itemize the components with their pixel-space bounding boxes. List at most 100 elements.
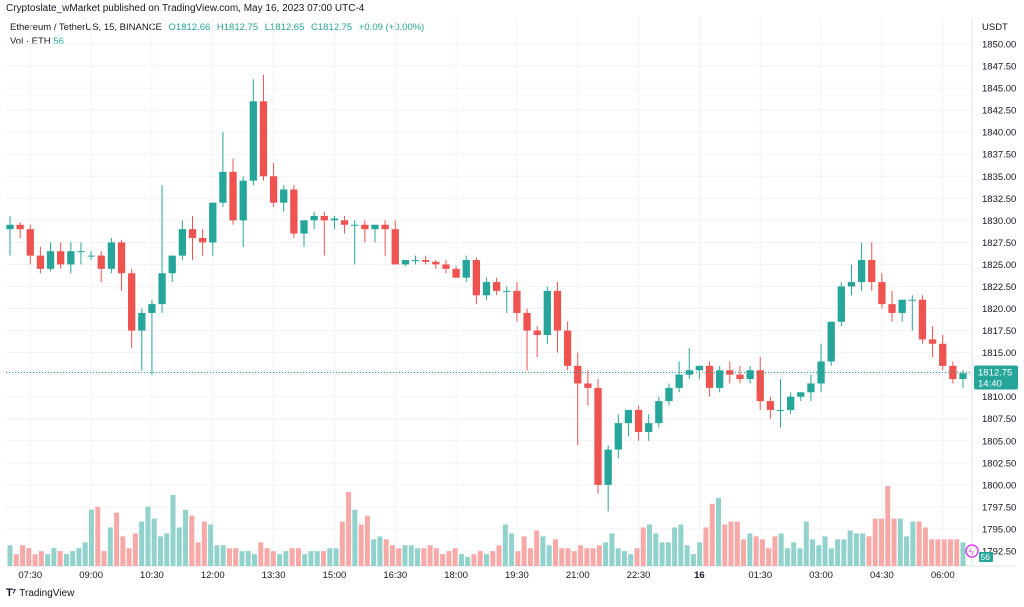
candle-body <box>837 286 845 322</box>
volume-bar <box>759 539 765 566</box>
volume-bar <box>371 539 377 566</box>
ohlc-open: O1812.66 <box>168 22 211 33</box>
candle-body <box>634 409 643 432</box>
candle-body <box>503 290 511 292</box>
volume-bar <box>20 545 26 566</box>
volume-bar <box>596 545 602 566</box>
candle-body <box>77 251 85 253</box>
volume-bar <box>866 536 872 566</box>
volume-bar <box>151 518 157 566</box>
price-tick-label: 1815.00 <box>982 348 1016 359</box>
volume-bar <box>715 497 721 566</box>
candle-body <box>888 304 896 313</box>
volume-bar <box>653 533 659 566</box>
volume-bar <box>358 524 364 566</box>
candle-body <box>878 282 886 305</box>
volume-bar <box>38 551 44 566</box>
candle-body <box>665 387 673 402</box>
volume-bar <box>302 554 308 566</box>
candle-body <box>330 218 339 221</box>
candle-body <box>949 365 957 380</box>
candle-body <box>158 273 166 305</box>
candle-body <box>807 383 815 393</box>
time-axis: 07:30 09:00 10:30 12:00 13:30 15:00 16:30 18:00… <box>18 570 954 581</box>
volume-bar <box>389 545 395 566</box>
candle-body <box>371 224 379 230</box>
candle-body <box>229 171 237 221</box>
candle-body <box>918 299 927 340</box>
volume-bar <box>584 548 590 566</box>
symbol-legend[interactable]: Ethereum / TetherUS, 15, BINANCE O1812.6… <box>10 22 428 33</box>
volume-bar <box>621 551 627 566</box>
volume-bar <box>835 539 841 566</box>
volume-bar <box>521 536 527 566</box>
volume-bar <box>195 542 201 566</box>
price-tick-label: 1832.50 <box>982 194 1016 205</box>
brand-name: TradingView <box>19 587 75 599</box>
volume-bar <box>822 536 828 566</box>
volume-bar <box>26 548 32 566</box>
volume-bar <box>672 527 678 566</box>
candle-body <box>543 290 551 335</box>
volume-bar <box>502 524 508 566</box>
volume-bar <box>289 548 295 566</box>
volume-bar <box>904 536 910 566</box>
price-tick-label: 1792.50 <box>982 547 1016 558</box>
candle-body <box>57 251 65 265</box>
volume-bar <box>496 545 502 566</box>
candle-body <box>766 401 775 410</box>
candle-body <box>857 260 866 283</box>
price-tick-label: 1825.00 <box>982 260 1016 271</box>
volume-bar <box>145 506 151 566</box>
candle-body <box>604 449 612 485</box>
volume-bar <box>509 533 515 566</box>
volume-bar <box>559 548 565 566</box>
candle-body <box>655 401 663 424</box>
volume-label[interactable]: Vol · ETH <box>10 36 51 47</box>
volume-bar <box>477 551 483 566</box>
symbol-title[interactable]: Ethereum / TetherUS, 15, BINANCE <box>10 22 162 33</box>
grid-lines <box>6 18 1016 567</box>
time-tick-label: 10:30 <box>140 570 164 581</box>
candle-body <box>381 224 389 230</box>
candle-body <box>533 330 541 335</box>
price-tick-label: 1817.50 <box>982 326 1016 337</box>
currency-label: USDT <box>982 22 1008 33</box>
volume-bar <box>383 539 389 566</box>
volume-bar <box>960 542 966 566</box>
candle-body <box>422 260 430 262</box>
volume-bar <box>891 518 897 566</box>
volume-bar <box>295 548 301 566</box>
candle-body <box>391 229 399 265</box>
volume-bar <box>421 548 427 566</box>
volume-bar <box>471 554 477 566</box>
candle-body <box>351 224 359 226</box>
volume-bar <box>841 539 847 566</box>
candle-body <box>16 224 24 230</box>
volume-bar <box>878 518 885 566</box>
time-tick-label: 03:00 <box>809 570 833 581</box>
candle-body <box>188 229 197 238</box>
volume-bar <box>734 521 740 566</box>
volume-bar <box>860 533 866 566</box>
candle-body <box>553 290 562 331</box>
volume-bar <box>665 542 671 566</box>
time-tick-label: 15:00 <box>323 570 347 581</box>
time-tick-label: 12:00 <box>201 570 225 581</box>
candle-body <box>492 282 501 291</box>
candle-body <box>513 290 521 313</box>
volume-badge <box>979 552 993 562</box>
candle-body <box>87 255 95 257</box>
volume-bar <box>853 533 859 566</box>
candle-body <box>584 383 592 388</box>
candle-body <box>209 202 217 243</box>
volume-bar <box>678 524 684 566</box>
candle-body <box>695 365 704 371</box>
volume-bar <box>264 548 270 566</box>
volume-bar <box>578 545 584 566</box>
footer-brand[interactable]: T⁷ TradingView <box>6 587 74 599</box>
volume-bar <box>803 521 809 566</box>
volume-legend[interactable]: Vol · ETH 56 <box>10 36 64 47</box>
